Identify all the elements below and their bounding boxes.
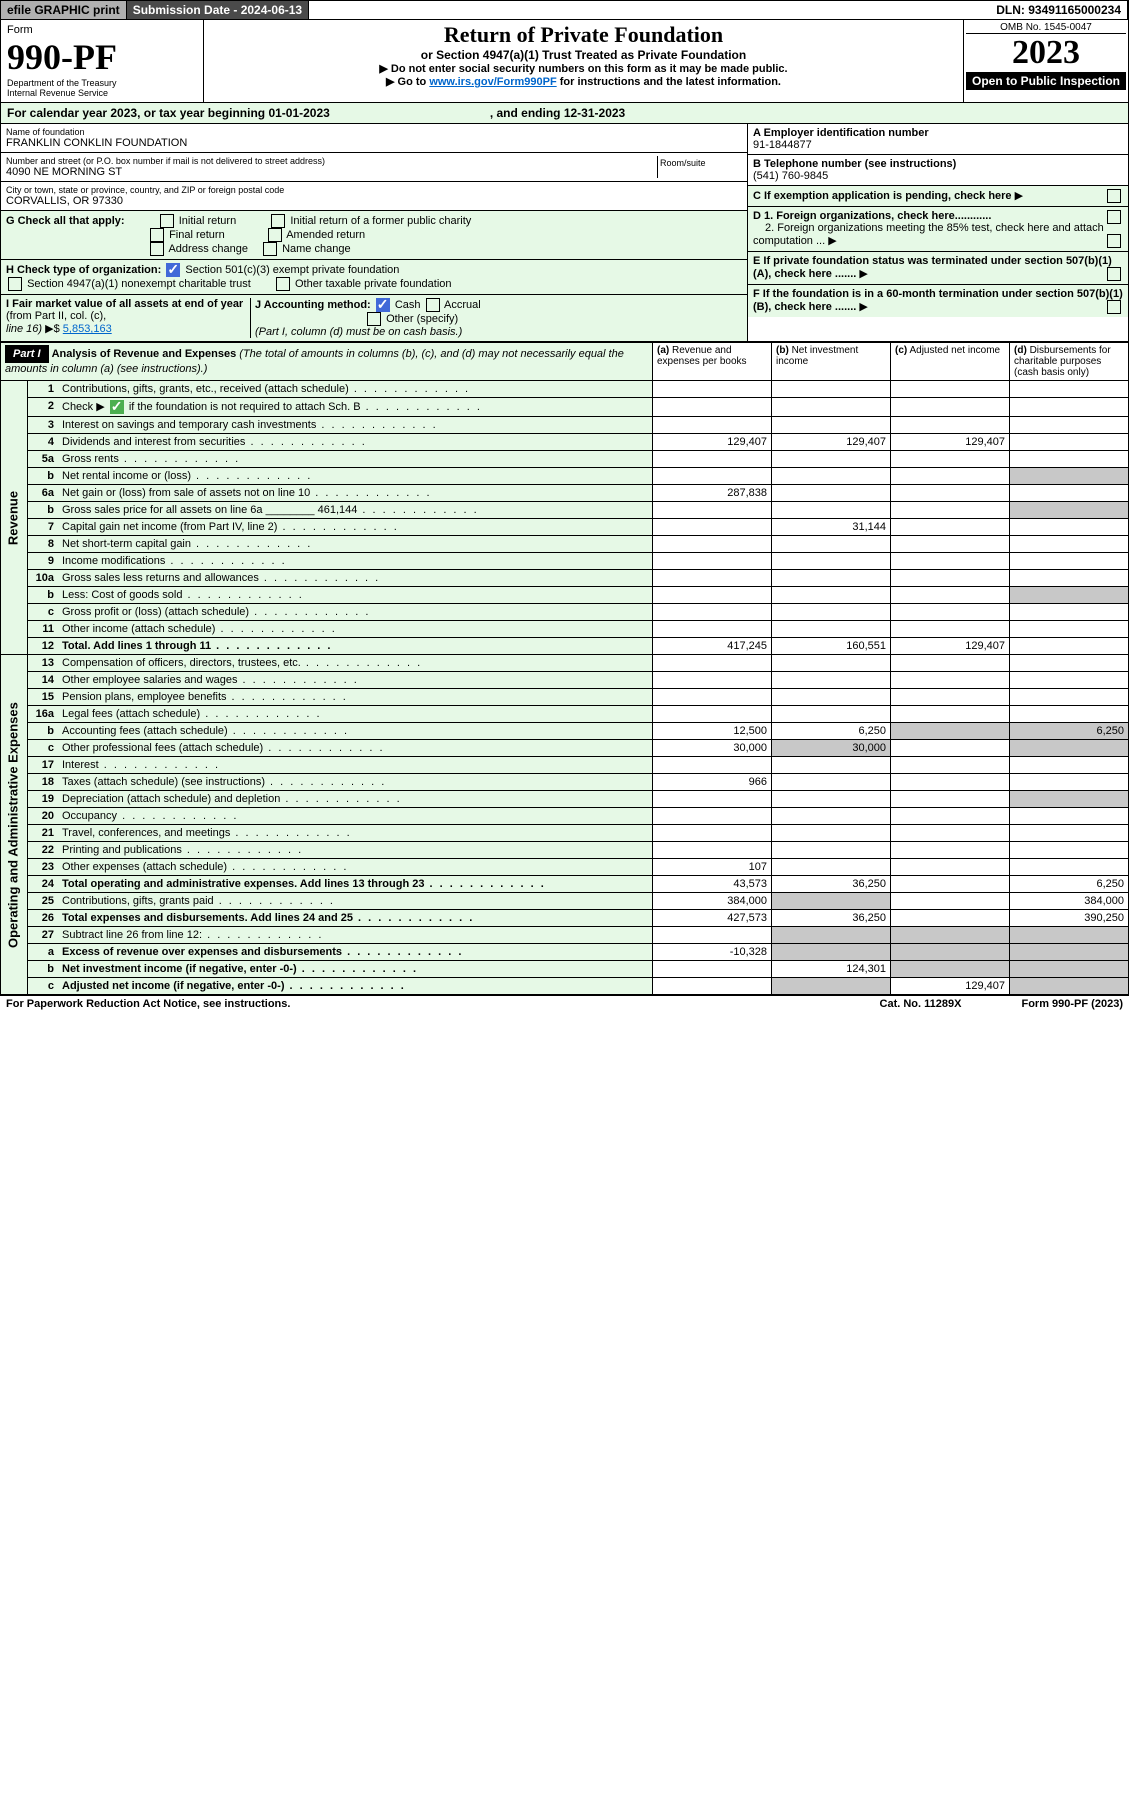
top-bar: efile GRAPHIC print Submission Date - 20… (0, 0, 1129, 20)
section-h: H Check type of organization: Section 50… (1, 260, 747, 295)
form-link[interactable]: www.irs.gov/Form990PF (429, 76, 556, 88)
row-b: Accounting fees (attach schedule) (58, 723, 653, 740)
part1-table: Part I Analysis of Revenue and Expenses … (0, 342, 1129, 995)
fmv-link[interactable]: 5,853,163 (63, 323, 112, 335)
dln: DLN: 93491165000234 (990, 1, 1128, 19)
row-10a: Gross sales less returns and allowances (58, 570, 653, 587)
form-word: Form (7, 24, 197, 36)
row-21: Travel, conferences, and meetings (58, 825, 653, 842)
form-header: Form 990-PF Department of the Treasury I… (0, 20, 1129, 103)
part1-label: Part I (5, 345, 49, 363)
row-23: Other expenses (attach schedule) (58, 859, 653, 876)
row-9: Income modifications (58, 553, 653, 570)
phone: (541) 760-9845 (753, 170, 828, 182)
row-b: Less: Cost of goods sold (58, 587, 653, 604)
row-3: Interest on savings and temporary cash i… (58, 417, 653, 434)
open-inspection: Open to Public Inspection (966, 72, 1126, 90)
row-25: Contributions, gifts, grants paid (58, 893, 653, 910)
side-Operating and Administrative Expenses: Operating and Administrative Expenses (1, 655, 28, 995)
checkbox-initial[interactable] (160, 214, 174, 228)
instr1: ▶ Do not enter social security numbers o… (206, 62, 961, 75)
row-c: Adjusted net income (if negative, enter … (58, 978, 653, 995)
info-block: Name of foundation FRANKLIN CONKLIN FOUN… (0, 124, 1129, 342)
row-13: Compensation of officers, directors, tru… (58, 655, 653, 672)
dept: Department of the Treasury (7, 78, 197, 88)
row-15: Pension plans, employee benefits (58, 689, 653, 706)
section-g: G Check all that apply: Initial return I… (1, 211, 747, 260)
foundation-name: FRANKLIN CONKLIN FOUNDATION (6, 137, 742, 149)
calendar-row: For calendar year 2023, or tax year begi… (0, 103, 1129, 124)
checkbox-501c3[interactable] (166, 263, 180, 277)
tax-year: 2023 (966, 34, 1126, 72)
row-c: Other professional fees (attach schedule… (58, 740, 653, 757)
row-26: Total expenses and disbursements. Add li… (58, 910, 653, 927)
row-4: Dividends and interest from securities (58, 434, 653, 451)
row-5a: Gross rents (58, 451, 653, 468)
efile-label[interactable]: efile GRAPHIC print (1, 1, 127, 19)
form-subtitle: or Section 4947(a)(1) Trust Treated as P… (206, 48, 961, 62)
row-b: Gross sales price for all assets on line… (58, 502, 653, 519)
row-18: Taxes (attach schedule) (see instruction… (58, 774, 653, 791)
row-17: Interest (58, 757, 653, 774)
row-22: Printing and publications (58, 842, 653, 859)
row-16a: Legal fees (attach schedule) (58, 706, 653, 723)
row-24: Total operating and administrative expen… (58, 876, 653, 893)
row-c: Gross profit or (loss) (attach schedule) (58, 604, 653, 621)
row-b: Net investment income (if negative, ente… (58, 961, 653, 978)
section-i: I Fair market value of all assets at end… (6, 298, 251, 338)
row-20: Occupancy (58, 808, 653, 825)
row-b: Net rental income or (loss) (58, 468, 653, 485)
row-7: Capital gain net income (from Part IV, l… (58, 519, 653, 536)
row-a: Excess of revenue over expenses and disb… (58, 944, 653, 961)
irs: Internal Revenue Service (7, 88, 197, 98)
form-title: Return of Private Foundation (206, 22, 961, 48)
footer: For Paperwork Reduction Act Notice, see … (0, 995, 1129, 1012)
row-19: Depreciation (attach schedule) and deple… (58, 791, 653, 808)
city: CORVALLIS, OR 97330 (6, 195, 742, 207)
row-14: Other employee salaries and wages (58, 672, 653, 689)
side-Revenue: Revenue (1, 381, 28, 655)
row-6a: Net gain or (loss) from sale of assets n… (58, 485, 653, 502)
row-2: Check ▶ if the foundation is not require… (58, 398, 653, 417)
street: 4090 NE MORNING ST (6, 166, 657, 178)
omb: OMB No. 1545-0047 (966, 22, 1126, 34)
row-27: Subtract line 26 from line 12: (58, 927, 653, 944)
ein: 91-1844877 (753, 139, 812, 151)
row-12: Total. Add lines 1 through 11 (58, 638, 653, 655)
row-8: Net short-term capital gain (58, 536, 653, 553)
row-11: Other income (attach schedule) (58, 621, 653, 638)
row-1: Contributions, gifts, grants, etc., rece… (58, 381, 653, 398)
submission-date: Submission Date - 2024-06-13 (127, 1, 309, 19)
section-j: J Accounting method: Cash Accrual Other … (251, 298, 742, 338)
form-number: 990-PF (7, 36, 197, 78)
